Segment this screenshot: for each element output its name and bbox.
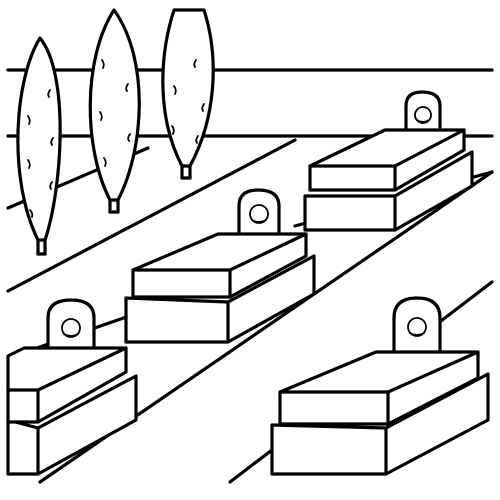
grave-icon xyxy=(124,188,316,344)
grave-icon xyxy=(270,296,490,476)
cypress-tree-icon xyxy=(88,8,141,214)
grave-icon xyxy=(303,90,474,232)
grave-icon xyxy=(6,298,138,476)
headstone-portrait-icon xyxy=(407,317,427,337)
headstone-portrait-icon xyxy=(249,204,269,224)
headstone-portrait-icon xyxy=(61,318,81,338)
cypress-tree-icon xyxy=(161,8,215,180)
headstone-portrait-icon xyxy=(414,106,432,124)
cypress-tree-icon xyxy=(16,36,62,256)
